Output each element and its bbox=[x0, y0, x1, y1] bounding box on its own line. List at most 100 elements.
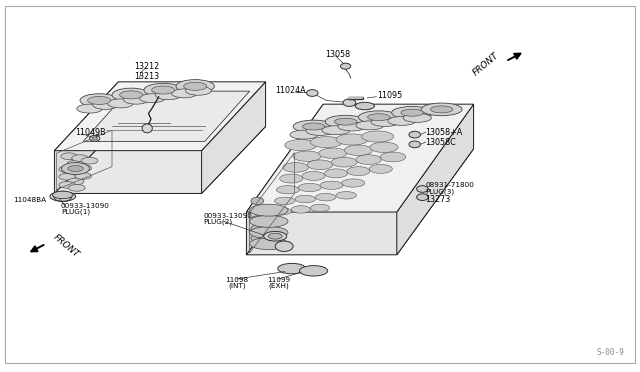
Ellipse shape bbox=[430, 106, 453, 113]
Ellipse shape bbox=[356, 121, 384, 130]
Polygon shape bbox=[54, 126, 266, 193]
Polygon shape bbox=[54, 82, 118, 193]
Text: PLUG(3): PLUG(3) bbox=[426, 188, 455, 195]
Text: 08931-71800: 08931-71800 bbox=[426, 182, 474, 188]
Ellipse shape bbox=[307, 160, 333, 170]
Text: 11095: 11095 bbox=[378, 91, 403, 100]
Circle shape bbox=[275, 241, 293, 251]
Text: FRONT: FRONT bbox=[471, 51, 500, 77]
Ellipse shape bbox=[336, 192, 356, 199]
Ellipse shape bbox=[124, 95, 149, 104]
Ellipse shape bbox=[108, 99, 133, 108]
Ellipse shape bbox=[88, 96, 111, 105]
Ellipse shape bbox=[310, 204, 330, 212]
Text: 13058+A: 13058+A bbox=[426, 128, 463, 137]
Polygon shape bbox=[246, 104, 474, 212]
Text: S-00-9: S-00-9 bbox=[596, 348, 624, 357]
Polygon shape bbox=[246, 149, 474, 255]
Ellipse shape bbox=[293, 151, 321, 161]
Ellipse shape bbox=[302, 123, 325, 130]
Ellipse shape bbox=[310, 137, 342, 148]
Ellipse shape bbox=[355, 102, 374, 110]
Ellipse shape bbox=[302, 171, 325, 180]
Ellipse shape bbox=[320, 181, 343, 189]
Polygon shape bbox=[397, 104, 474, 255]
Circle shape bbox=[340, 63, 351, 69]
Text: 11048BA: 11048BA bbox=[13, 197, 46, 203]
Ellipse shape bbox=[290, 130, 318, 139]
Ellipse shape bbox=[144, 83, 182, 97]
Polygon shape bbox=[54, 82, 266, 151]
Ellipse shape bbox=[285, 140, 317, 151]
Ellipse shape bbox=[295, 195, 316, 203]
Ellipse shape bbox=[291, 206, 310, 213]
Text: PLUG(2): PLUG(2) bbox=[204, 219, 233, 225]
Text: (EXH): (EXH) bbox=[268, 282, 289, 289]
Text: 13273: 13273 bbox=[426, 195, 451, 203]
Ellipse shape bbox=[93, 100, 118, 109]
Ellipse shape bbox=[369, 164, 392, 173]
Ellipse shape bbox=[421, 103, 462, 116]
Ellipse shape bbox=[401, 109, 424, 116]
Ellipse shape bbox=[356, 155, 381, 164]
Text: (INT): (INT) bbox=[228, 282, 246, 289]
Ellipse shape bbox=[250, 204, 288, 216]
Ellipse shape bbox=[156, 91, 181, 100]
Ellipse shape bbox=[120, 91, 143, 99]
Circle shape bbox=[251, 206, 264, 214]
Ellipse shape bbox=[344, 145, 372, 155]
Ellipse shape bbox=[319, 148, 347, 158]
Ellipse shape bbox=[325, 115, 366, 128]
Ellipse shape bbox=[61, 163, 90, 174]
Circle shape bbox=[251, 225, 264, 232]
Ellipse shape bbox=[59, 182, 76, 188]
Ellipse shape bbox=[367, 114, 390, 121]
Polygon shape bbox=[246, 104, 323, 255]
Ellipse shape bbox=[370, 142, 398, 153]
Ellipse shape bbox=[186, 86, 211, 95]
Text: 11098: 11098 bbox=[225, 277, 248, 283]
Ellipse shape bbox=[75, 165, 92, 171]
Ellipse shape bbox=[59, 166, 76, 173]
Ellipse shape bbox=[388, 116, 416, 125]
Ellipse shape bbox=[59, 173, 76, 180]
Circle shape bbox=[417, 194, 428, 201]
Ellipse shape bbox=[332, 157, 357, 167]
Ellipse shape bbox=[75, 173, 92, 179]
Text: 00933-13090: 00933-13090 bbox=[204, 213, 252, 219]
Ellipse shape bbox=[362, 131, 394, 142]
Text: PLUG(1): PLUG(1) bbox=[61, 209, 90, 215]
Text: 13213: 13213 bbox=[134, 72, 159, 81]
Ellipse shape bbox=[380, 152, 406, 162]
Ellipse shape bbox=[61, 153, 77, 160]
Ellipse shape bbox=[272, 208, 291, 215]
Ellipse shape bbox=[172, 89, 197, 98]
Ellipse shape bbox=[336, 134, 368, 145]
Ellipse shape bbox=[275, 197, 295, 205]
Ellipse shape bbox=[81, 157, 98, 164]
Ellipse shape bbox=[300, 266, 328, 276]
Ellipse shape bbox=[140, 94, 165, 103]
Ellipse shape bbox=[68, 185, 85, 191]
Ellipse shape bbox=[250, 227, 288, 238]
Ellipse shape bbox=[334, 118, 357, 125]
Ellipse shape bbox=[293, 120, 334, 133]
Ellipse shape bbox=[278, 263, 306, 274]
Ellipse shape bbox=[347, 167, 370, 176]
Ellipse shape bbox=[176, 80, 214, 93]
Ellipse shape bbox=[324, 169, 348, 178]
Text: FRONT: FRONT bbox=[51, 232, 81, 259]
Ellipse shape bbox=[67, 160, 84, 167]
Ellipse shape bbox=[52, 191, 73, 199]
Ellipse shape bbox=[268, 233, 282, 239]
Ellipse shape bbox=[77, 104, 102, 113]
Polygon shape bbox=[83, 91, 250, 141]
Ellipse shape bbox=[152, 86, 175, 94]
Ellipse shape bbox=[142, 124, 152, 133]
Ellipse shape bbox=[112, 88, 150, 102]
Ellipse shape bbox=[280, 174, 303, 183]
Ellipse shape bbox=[371, 118, 399, 126]
Circle shape bbox=[251, 234, 264, 242]
Ellipse shape bbox=[264, 231, 287, 241]
Ellipse shape bbox=[276, 186, 300, 194]
